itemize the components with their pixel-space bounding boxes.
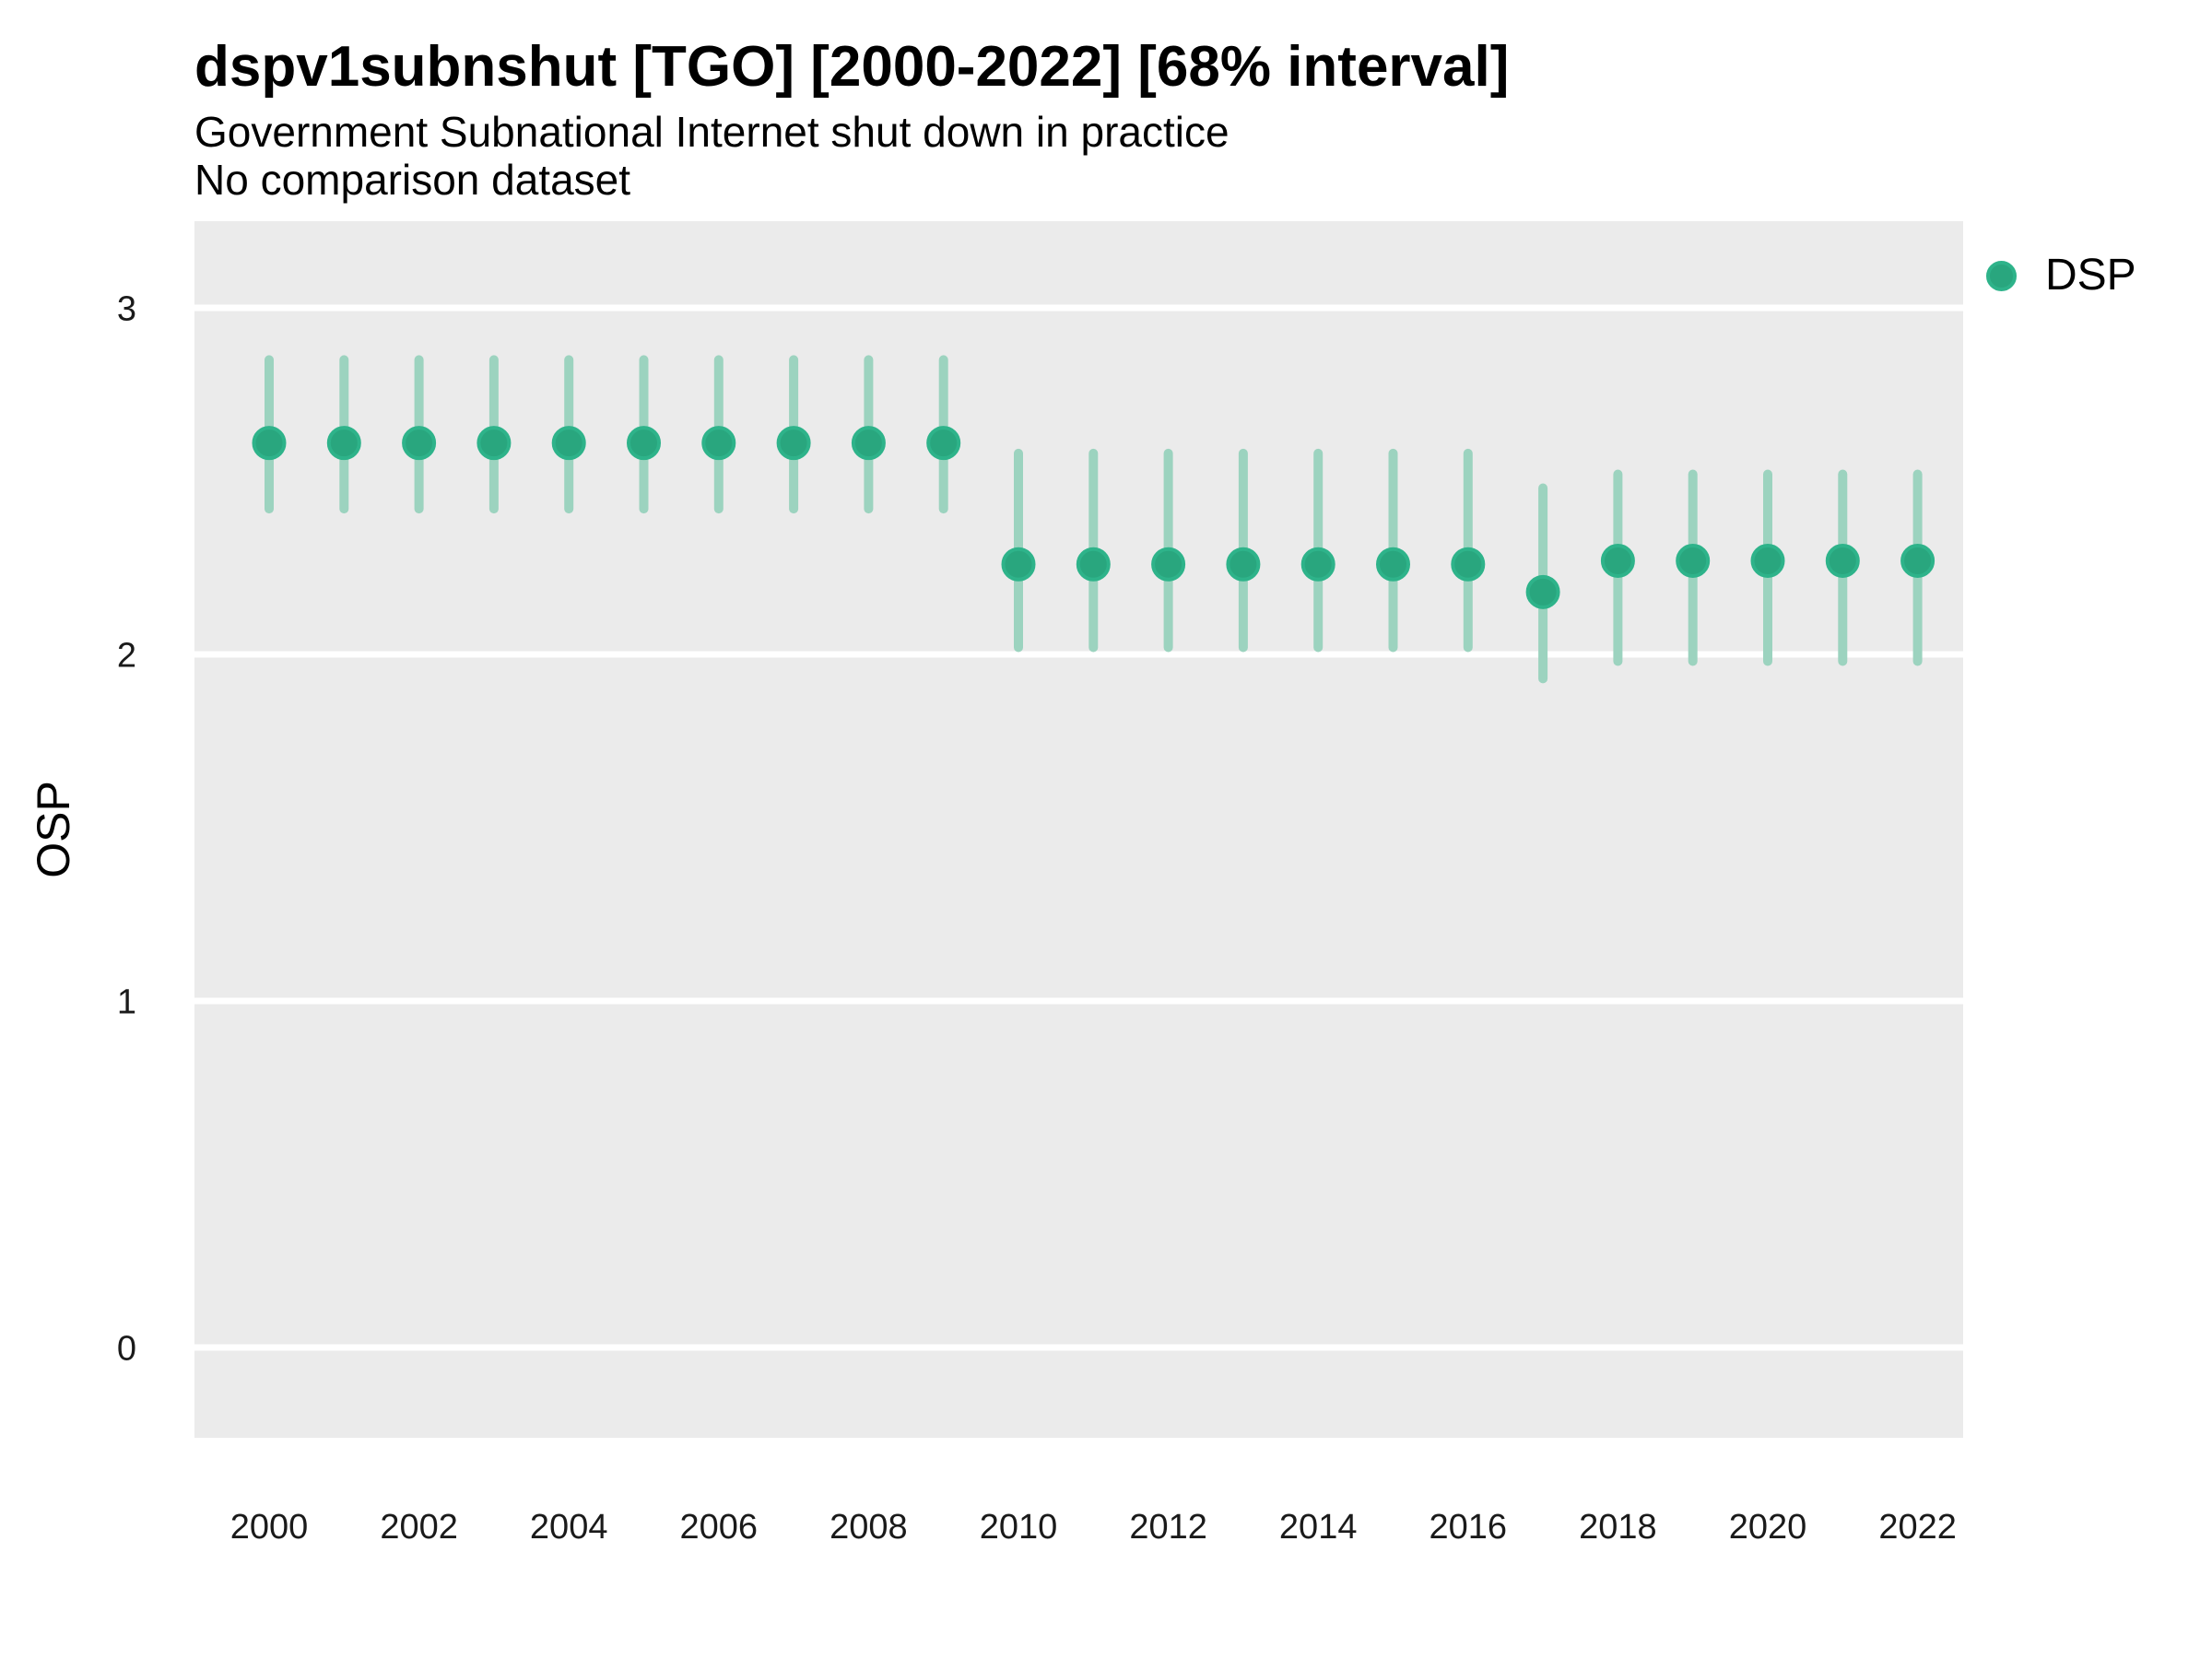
data-point <box>776 426 811 461</box>
x-tick-label: 2018 <box>1579 1508 1657 1547</box>
data-point <box>1001 547 1036 582</box>
x-tick-label: 2020 <box>1729 1508 1807 1547</box>
x-tick-label: 2004 <box>530 1508 608 1547</box>
y-tick-label: 3 <box>117 289 136 328</box>
data-point <box>1226 547 1261 582</box>
x-tick-label: 2014 <box>1279 1508 1358 1547</box>
data-point <box>551 426 586 461</box>
data-point <box>252 426 287 461</box>
data-point <box>1151 547 1186 582</box>
plot-panel <box>194 221 1963 1438</box>
data-point <box>1076 547 1111 582</box>
x-tick-label: 2008 <box>830 1508 908 1547</box>
y-tick-label: 1 <box>117 982 136 1021</box>
data-point <box>1750 543 1785 578</box>
data-point <box>1525 574 1560 609</box>
comparison-note: No comparison dataset <box>194 156 631 204</box>
data-point <box>1900 543 1936 578</box>
x-tick-label: 2000 <box>230 1508 309 1547</box>
x-tick-label: 2016 <box>1430 1508 1508 1547</box>
data-point <box>1376 547 1410 582</box>
y-tick-label: 2 <box>117 636 136 675</box>
y-tick-label: 0 <box>117 1329 136 1368</box>
x-tick-label: 2010 <box>980 1508 1058 1547</box>
y-axis-title: OSP <box>28 781 79 878</box>
data-point <box>402 426 437 461</box>
chart-subtitle: Government Subnational Internet shut dow… <box>194 108 1230 156</box>
x-tick-label: 2012 <box>1129 1508 1207 1547</box>
data-point <box>627 426 661 461</box>
data-point <box>1451 547 1486 582</box>
data-point <box>851 426 886 461</box>
data-point <box>477 426 512 461</box>
legend-point-icon <box>1986 260 2017 291</box>
data-point <box>326 426 361 461</box>
data-point <box>1676 543 1711 578</box>
data-point <box>701 426 736 461</box>
legend-label: DSP <box>2045 251 2136 300</box>
data-point <box>1300 547 1335 582</box>
x-tick-label: 2022 <box>1878 1508 1957 1547</box>
data-point <box>926 426 961 461</box>
data-point <box>1600 543 1635 578</box>
legend: DSP <box>1986 249 2136 302</box>
chart-title: dspv1subnshut [TGO] [2000-2022] [68% int… <box>194 35 1510 99</box>
x-tick-label: 2002 <box>380 1508 458 1547</box>
data-point <box>1825 543 1860 578</box>
x-tick-label: 2006 <box>680 1508 759 1547</box>
